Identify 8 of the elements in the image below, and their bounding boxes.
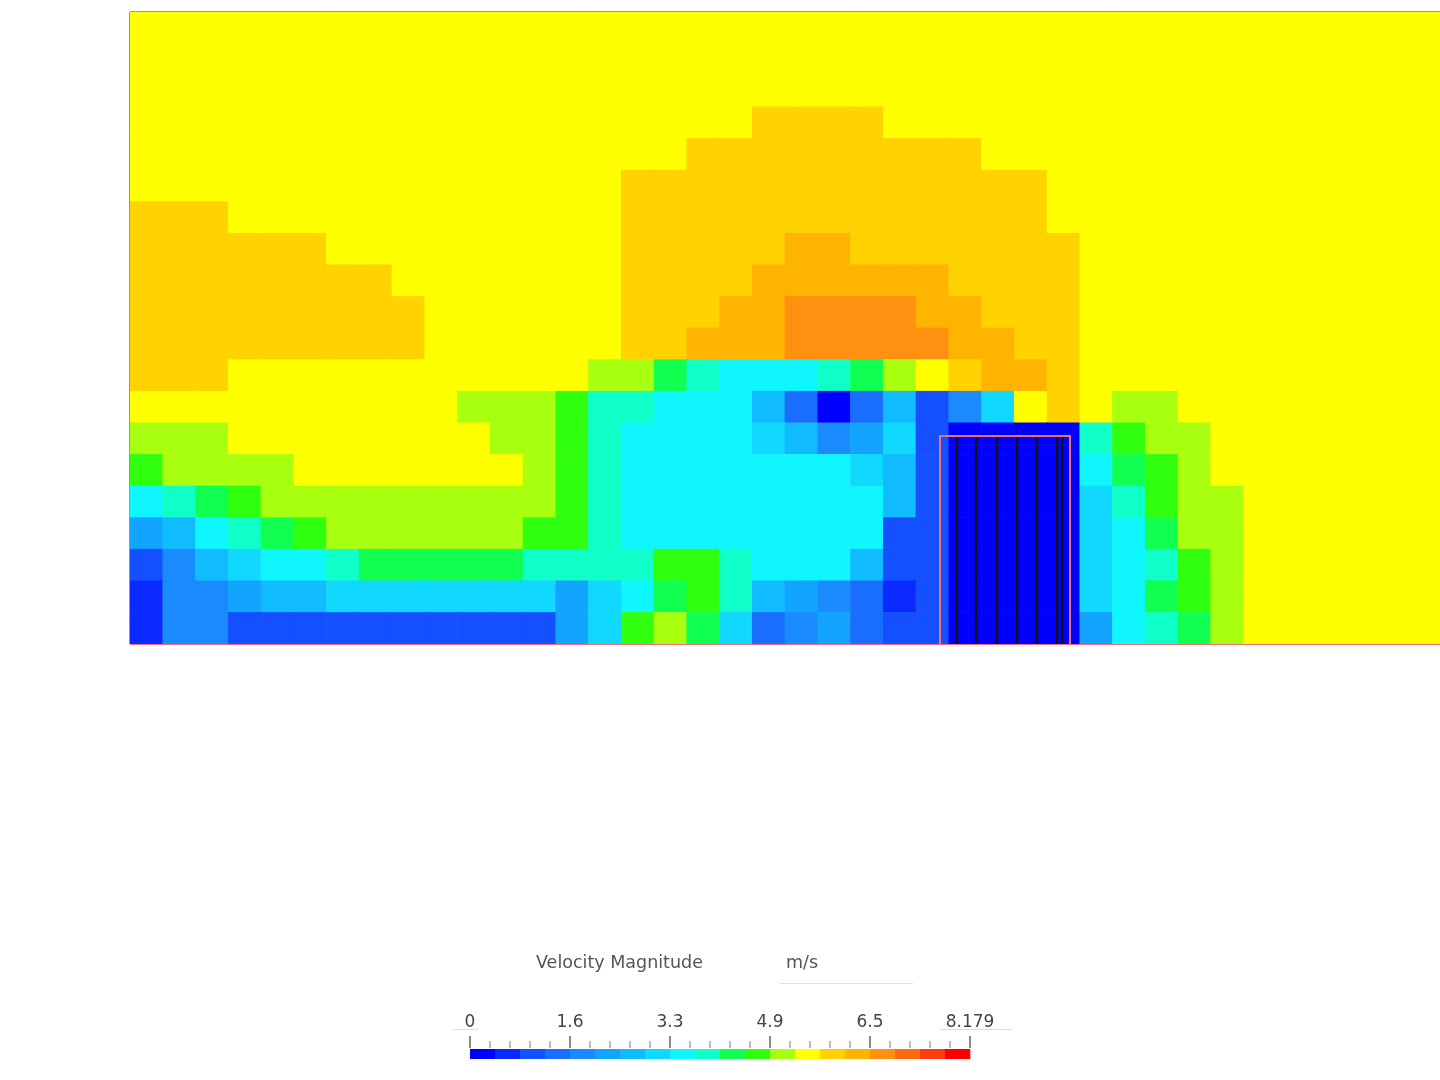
color-bar-label: 4.9: [756, 1011, 784, 1031]
color-bar-title: Velocity Magnitude: [536, 951, 703, 973]
color-bar-label: 3.3: [656, 1011, 684, 1031]
text: m/s: [786, 951, 819, 973]
color-bar-label: 6.5: [856, 1011, 884, 1031]
color-bar-label: 1.6: [556, 1011, 584, 1031]
color-bar-label: 0: [464, 1011, 476, 1031]
color-bar-label: 8.179: [945, 1011, 995, 1031]
